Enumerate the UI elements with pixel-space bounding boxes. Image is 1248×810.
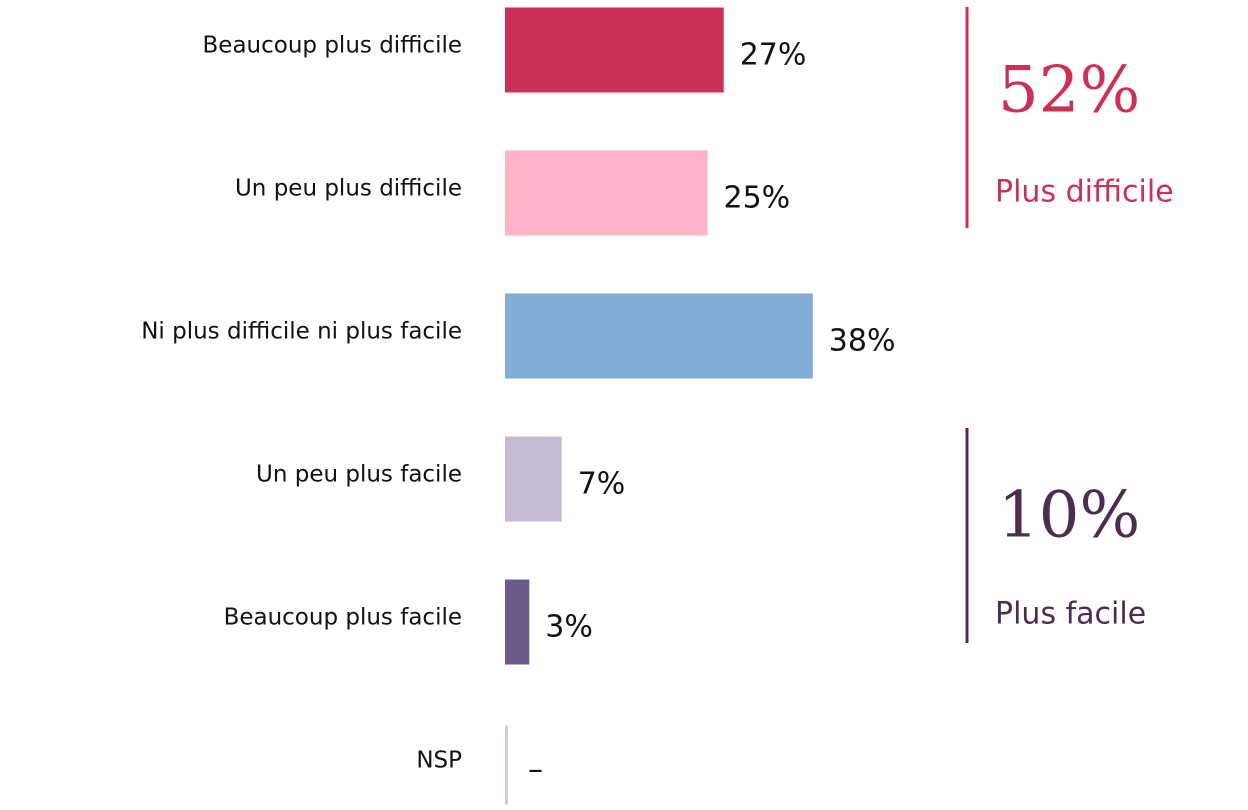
category-label: Beaucoup plus difficile (203, 33, 462, 59)
category-label: Beaucoup plus facile (224, 605, 462, 631)
category-label: Ni plus difficile ni plus facile (141, 319, 462, 345)
category-label: Un peu plus facile (256, 462, 462, 488)
category-label: Un peu plus difficile (235, 176, 462, 202)
bar (505, 725, 508, 805)
category-label: NSP (416, 748, 462, 774)
value-label: 7% (578, 467, 626, 502)
bar (505, 150, 708, 236)
group-text: Plus difficile (995, 175, 1174, 210)
bar (505, 293, 813, 379)
value-label: 38% (829, 324, 896, 359)
bar (505, 436, 562, 522)
bar (505, 579, 530, 665)
bar (505, 7, 724, 93)
group-headline: 52% (998, 54, 1140, 128)
value-label: 25% (724, 181, 791, 216)
value-label: – (528, 753, 543, 788)
value-label: 3% (545, 610, 593, 645)
group-text: Plus facile (995, 597, 1146, 632)
value-label: 27% (740, 38, 807, 73)
group-headline: 10% (998, 479, 1140, 553)
